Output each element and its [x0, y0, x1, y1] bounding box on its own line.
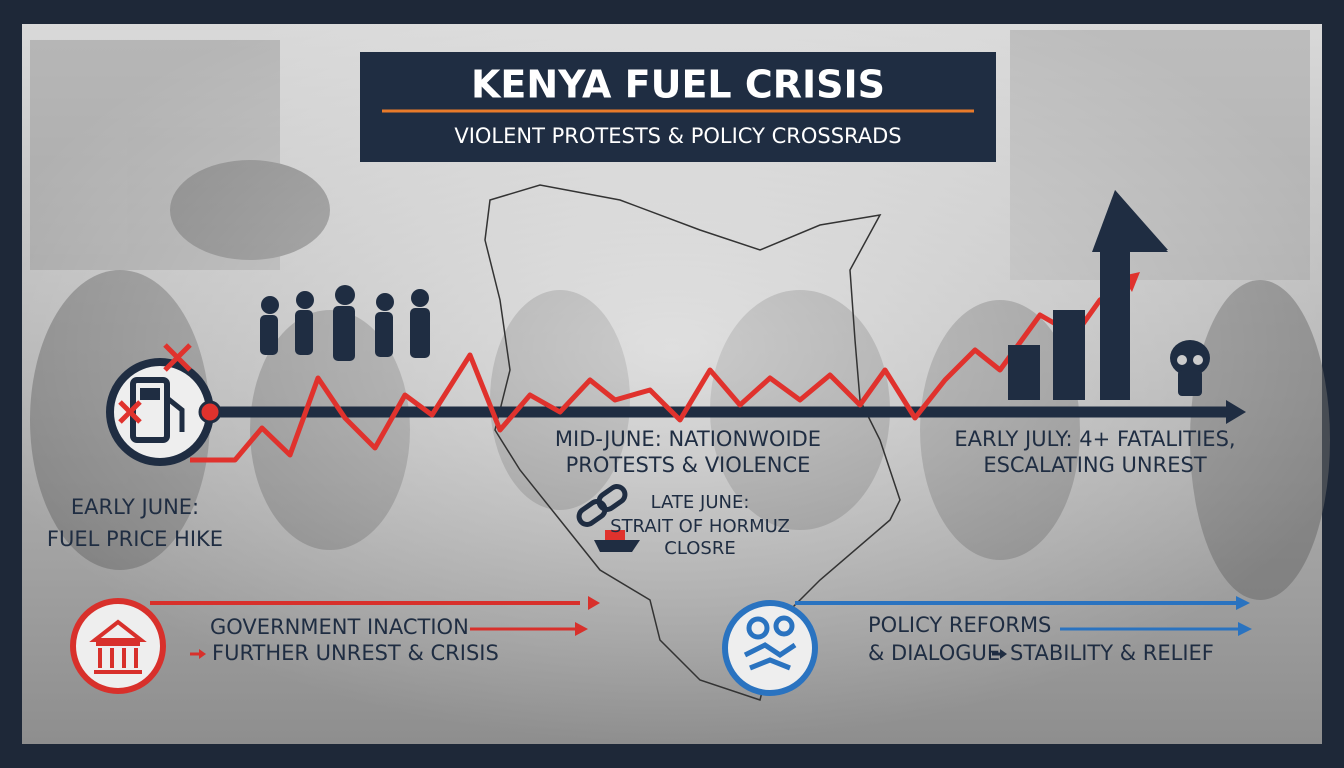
- outcome-text: FURTHER UNREST & CRISIS: [212, 641, 499, 665]
- event-text: LATE JUNE:: [651, 492, 750, 513]
- outcome-inaction: GOVERNMENT INACTION FURTHER UNREST & CRI…: [70, 596, 600, 694]
- event-text: CLOSRE: [664, 538, 735, 559]
- event-labels: EARLY JUNE: FUEL PRICE HIKE MID-JUNE: NA…: [47, 427, 1236, 559]
- outcome-text: & DIALOGUE: [868, 641, 1000, 665]
- event-text: FUEL PRICE HIKE: [47, 527, 223, 551]
- event-text: ESCALATING UNREST: [983, 453, 1206, 477]
- title-panel: [360, 52, 996, 162]
- crisis-line: [190, 277, 1134, 463]
- title-box: KENYA FUEL CRISIS VIOLENT PROTESTS & POL…: [360, 52, 996, 162]
- event-text: MID-JUNE: NATIONWOIDE: [555, 427, 821, 451]
- title: KENYA FUEL CRISIS: [471, 63, 885, 107]
- protester-silhouettes: [260, 285, 430, 361]
- outcome-text: STABILITY & RELIEF: [1010, 641, 1214, 665]
- chain-ship-icon: [576, 484, 640, 552]
- outcome-text: POLICY REFORMS: [868, 613, 1051, 637]
- skull-icon: [1170, 340, 1210, 396]
- event-text: STRAIT OF HORMUZ: [610, 516, 790, 537]
- subtitle: VIOLENT PROTESTS & POLICY CROSSRADS: [454, 124, 901, 148]
- kenya-outline: [484, 184, 901, 701]
- outcome-text: GOVERNMENT INACTION: [210, 615, 469, 639]
- event-text: EARLY JULY: 4+ FATALITIES,: [954, 427, 1235, 451]
- event-text: EARLY JUNE:: [71, 495, 199, 519]
- timeline-head: [1226, 400, 1246, 424]
- escalation-icon: [1008, 190, 1168, 400]
- event-text: PROTESTS & VIOLENCE: [566, 453, 811, 477]
- outcome-reform: POLICY REFORMS & DIALOGUE STABILITY & RE…: [722, 596, 1252, 696]
- fuel-icon: [106, 343, 222, 466]
